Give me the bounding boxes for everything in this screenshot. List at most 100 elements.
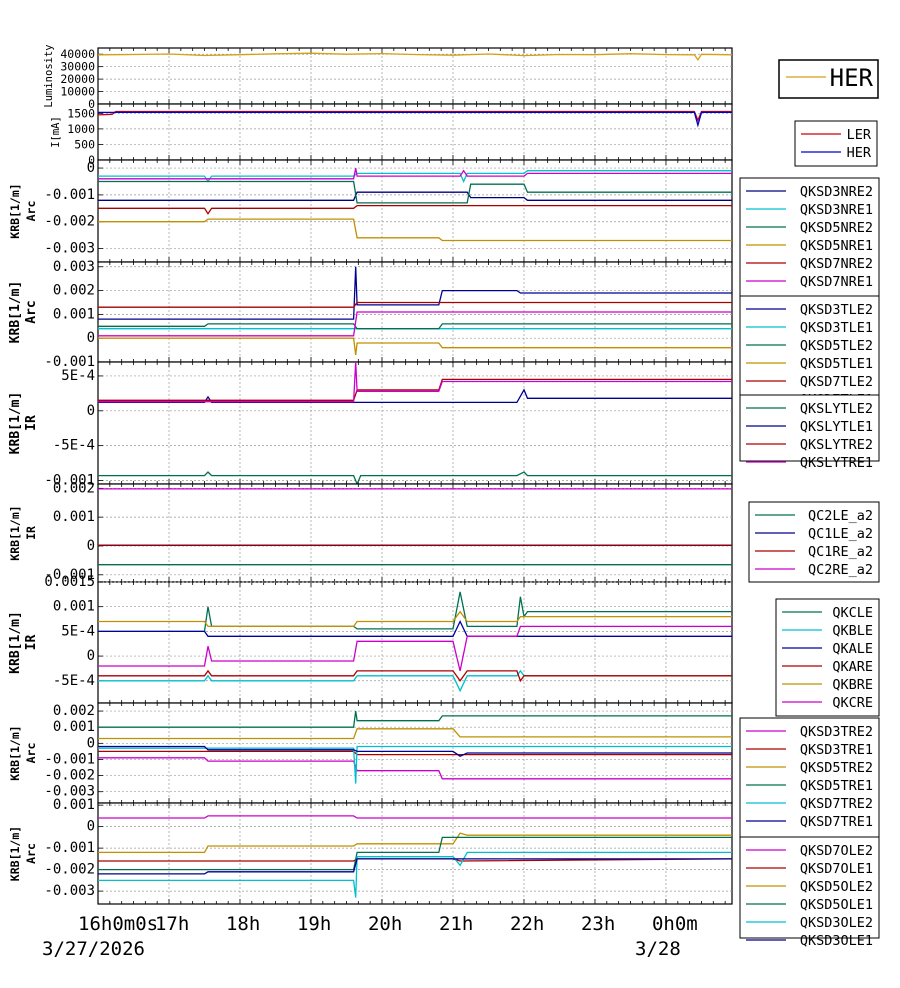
y-axis-label: KRB[1/m] (8, 183, 22, 238)
series-line-QKSD3TRE1 (98, 750, 732, 756)
legend-label: QKSLYTLE1 (800, 419, 873, 435)
y-tick-label: 0 (87, 403, 95, 419)
y-axis-sublabel: IR (24, 415, 39, 431)
y-tick-label: 5E-4 (61, 623, 95, 639)
y-axis-label: I[mA] (50, 116, 62, 148)
legend-label: QKSD5TRE1 (800, 778, 873, 794)
legend-label: QKSD3NRE2 (800, 184, 873, 200)
x-tick-label: 16h0m0s (78, 913, 158, 935)
series-line-QKALE (98, 619, 732, 637)
series-line-HER (98, 52, 732, 61)
x-tick-label: 19h (297, 913, 331, 935)
legend-label: QKSD5TLE2 (800, 338, 873, 354)
legend-label: QKSD5OLE2 (800, 879, 873, 895)
y-axis-sublabel: IR (24, 635, 39, 651)
x-tick-label: 21h (439, 913, 473, 935)
panel-frame (97, 361, 733, 485)
y-tick-label: 0.0015 (44, 574, 95, 590)
series-line-QKSD7TLE1 (98, 311, 732, 337)
series-line-QKSLYTRE2 (98, 378, 732, 401)
series-line-HER (98, 111, 732, 128)
legend-box (739, 717, 880, 839)
x-tick-label: 23h (581, 913, 615, 935)
series-line-QKSD7NRE2 (98, 204, 732, 215)
legend-label: QKSD3TLE2 (800, 302, 873, 318)
legend-box (775, 598, 880, 717)
x-tick-label: 17h (155, 913, 189, 935)
y-tick-label: -0.003 (44, 883, 95, 899)
series-line-QKSLYTLE2 (98, 471, 732, 484)
panel-9: 0.001 0 -0.001 -0.002 -0.003 KRB[1/m] Arc (8, 797, 733, 905)
y-tick-label: -0.001 (44, 473, 95, 489)
legend-label: QC1RE_a2 (808, 544, 873, 560)
y-tick-label: -5E-4 (53, 438, 95, 454)
legend: QKSD7OLE2 QKSD7OLE1 QKSD5OLE2 QKSD5OLE1 QKSD… (739, 836, 880, 949)
y-tick-label: -0.001 (44, 751, 95, 767)
x-tick-label: 0h0m (652, 913, 698, 935)
series-line-QKSD7NRE1 (98, 167, 732, 180)
panel-frame (97, 159, 733, 263)
legend-label: HER (830, 64, 874, 92)
x-tick-label: 18h (226, 913, 260, 935)
y-axis-label: KRB[1/m] (8, 725, 22, 780)
series-line-QKCRE (98, 625, 732, 672)
legend-label: QKSD7TLE2 (800, 374, 873, 390)
y-tick-label: 0 (87, 330, 95, 346)
series-line-QKSD7TLE2 (98, 301, 732, 308)
y-axis-label: KRB[1/m] (8, 611, 23, 674)
legend-box (739, 295, 880, 397)
y-tick-label: -0.001 (44, 354, 95, 370)
panel-frame (97, 47, 733, 105)
legend: QC2LE_a2 QC1LE_a2 QC1RE_a2 QC2RE_a2 (748, 501, 880, 583)
y-tick-label: -0.003 (44, 241, 95, 257)
series-line-QKBLE (98, 669, 732, 693)
series-line-QKSD3TLE2 (98, 266, 732, 320)
legend-label: QKSD7OLE1 (800, 861, 873, 877)
legend-label: QKSLYTLE2 (800, 401, 873, 417)
y-tick-label: 10000 (60, 85, 95, 99)
y-tick-label: 5E-4 (61, 368, 95, 384)
legend-label: QC2RE_a2 (808, 562, 873, 578)
panel-frame (97, 581, 733, 704)
legend-box (739, 394, 880, 462)
y-axis-label: Luminosity (43, 44, 55, 107)
x-tick-label: 22h (510, 913, 544, 935)
series-line-QKSD3OLE2 (98, 851, 732, 898)
y-axis-sublabel: IR (24, 526, 38, 540)
legend: QKSD3TLE2 QKSD3TLE1 QKSD5TLE2 QKSD5TLE1 QKSD… (739, 295, 880, 408)
legend-label: QKCRE (832, 695, 873, 711)
legend-label: QKSD3NRE1 (800, 202, 873, 218)
legend-box (794, 120, 878, 167)
series-line-QKSD5TRE2 (98, 728, 732, 740)
y-tick-label: -5E-4 (53, 673, 95, 689)
y-axis-label: KRB[1/m] (8, 281, 23, 344)
legend-label: QKSD5NRE1 (800, 238, 873, 254)
y-tick-label: -0.001 (44, 567, 95, 583)
x-date-label: 3/27/2026 (42, 938, 145, 960)
series-line-QKSD3OLE1 (98, 858, 732, 875)
y-tick-label: 1000 (67, 122, 95, 136)
series-line-QKSD5OLE2 (98, 832, 732, 854)
y-axis-sublabel: Arc (24, 743, 38, 764)
legend-label: QKALE (832, 641, 873, 657)
legend-label: QKARE (832, 659, 873, 675)
legend-label: QKSD5NRE2 (800, 220, 873, 236)
legend: QKCLE QKBLE QKALE QKARE QKBRE QKCRE (775, 598, 880, 717)
legend-label: QKBRE (832, 677, 873, 693)
panel-7: 0.0015 0.001 5E-4 0 -5E-4 KRB[1/m] IR (8, 574, 733, 704)
series-line-QKSD5OLE1 (98, 836, 732, 871)
legend-label: QKSD3OLE1 (800, 933, 873, 949)
panel-frame (97, 483, 733, 583)
top-legend: HER (778, 59, 879, 99)
y-tick-label: 0.001 (53, 719, 95, 735)
y-tick-label: 0.001 (53, 599, 95, 615)
y-tick-label: 1500 (67, 106, 95, 120)
legend-label: QKCLE (832, 605, 873, 621)
y-tick-label: 0.001 (53, 306, 95, 322)
x-tick-label: 20h (368, 913, 402, 935)
y-axis-sublabel: Arc (24, 201, 38, 222)
y-tick-label: 20000 (60, 72, 95, 86)
series-line-QKSD7OLE2 (98, 815, 732, 819)
series-line-LER (98, 110, 732, 122)
